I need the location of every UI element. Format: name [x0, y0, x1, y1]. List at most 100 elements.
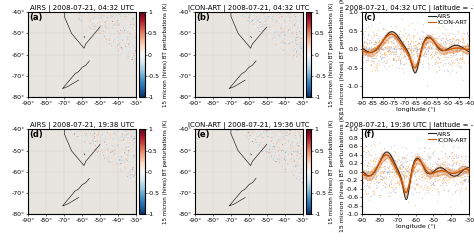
- Point: [104, 35, 111, 39]
- Point: [99, 24, 107, 28]
- Point: [411, 166, 419, 169]
- Point: [93, 135, 101, 139]
- ICON-ART: [423, 38, 429, 41]
- Point: [238, 14, 246, 18]
- Point: [439, 167, 447, 171]
- Point: [368, 176, 375, 180]
- Point: [433, 50, 441, 54]
- Point: [84, 136, 92, 140]
- Point: [251, 17, 259, 20]
- Point: [397, 167, 404, 171]
- Point: [126, 54, 134, 58]
- Point: [281, 165, 289, 168]
- Point: [430, 170, 438, 174]
- Point: [282, 145, 290, 148]
- Point: [422, 187, 430, 191]
- Point: [263, 138, 271, 142]
- Point: [380, 59, 388, 63]
- Point: [118, 145, 125, 149]
- Point: [129, 143, 137, 147]
- Point: [132, 169, 139, 173]
- Point: [367, 63, 375, 67]
- Point: [97, 33, 105, 37]
- Point: [283, 134, 290, 137]
- Point: [117, 165, 124, 169]
- Point: [87, 143, 95, 147]
- Point: [110, 32, 118, 36]
- Point: [273, 142, 280, 146]
- Point: [429, 153, 437, 157]
- Point: [284, 30, 292, 33]
- Point: [248, 16, 255, 20]
- Point: [111, 30, 119, 34]
- Point: [127, 138, 135, 141]
- Point: [434, 178, 442, 182]
- Point: [109, 46, 117, 50]
- Point: [361, 29, 369, 33]
- Point: [82, 129, 90, 133]
- Point: [97, 20, 104, 24]
- Point: [448, 154, 456, 158]
- Point: [427, 181, 434, 185]
- Point: [275, 134, 283, 138]
- Point: [270, 145, 277, 149]
- Point: [266, 132, 274, 136]
- Point: [275, 15, 283, 19]
- Point: [97, 137, 105, 141]
- Point: [445, 178, 452, 181]
- Point: [271, 153, 278, 157]
- Point: [296, 137, 303, 141]
- Point: [122, 134, 129, 138]
- Point: [382, 182, 389, 186]
- Point: [447, 23, 455, 27]
- Point: [291, 19, 298, 22]
- Point: [359, 155, 366, 159]
- Point: [429, 162, 437, 166]
- Point: [439, 63, 447, 67]
- Point: [95, 28, 102, 32]
- Point: [456, 191, 464, 195]
- Point: [400, 178, 408, 182]
- Point: [284, 18, 292, 22]
- Point: [298, 142, 305, 146]
- Point: [375, 195, 383, 199]
- Point: [296, 178, 304, 182]
- Point: [431, 179, 439, 182]
- Point: [121, 19, 128, 23]
- Point: [116, 23, 123, 27]
- Point: [277, 18, 284, 21]
- Point: [125, 27, 133, 31]
- Point: [391, 162, 399, 166]
- Point: [292, 169, 300, 173]
- Point: [283, 167, 290, 170]
- Point: [270, 153, 278, 156]
- Point: [275, 14, 283, 18]
- Point: [269, 131, 277, 135]
- Point: [280, 141, 288, 145]
- Point: [77, 131, 85, 134]
- Point: [96, 136, 104, 140]
- Point: [434, 169, 441, 173]
- Point: [389, 58, 397, 62]
- Point: [108, 30, 116, 34]
- Point: [411, 43, 419, 47]
- Point: [439, 160, 447, 163]
- Point: [284, 28, 292, 32]
- Point: [111, 158, 119, 162]
- Point: [91, 22, 99, 26]
- Point: [276, 154, 283, 158]
- Point: [120, 169, 128, 173]
- Point: [121, 15, 128, 19]
- Point: [449, 49, 456, 53]
- Point: [103, 152, 110, 155]
- Point: [257, 11, 265, 15]
- Point: [121, 151, 128, 155]
- Point: [266, 153, 274, 157]
- Point: [393, 178, 401, 182]
- Point: [257, 17, 264, 20]
- Point: [96, 145, 103, 148]
- Point: [115, 46, 122, 50]
- Point: [119, 37, 127, 41]
- Point: [450, 167, 458, 171]
- Point: [398, 44, 405, 48]
